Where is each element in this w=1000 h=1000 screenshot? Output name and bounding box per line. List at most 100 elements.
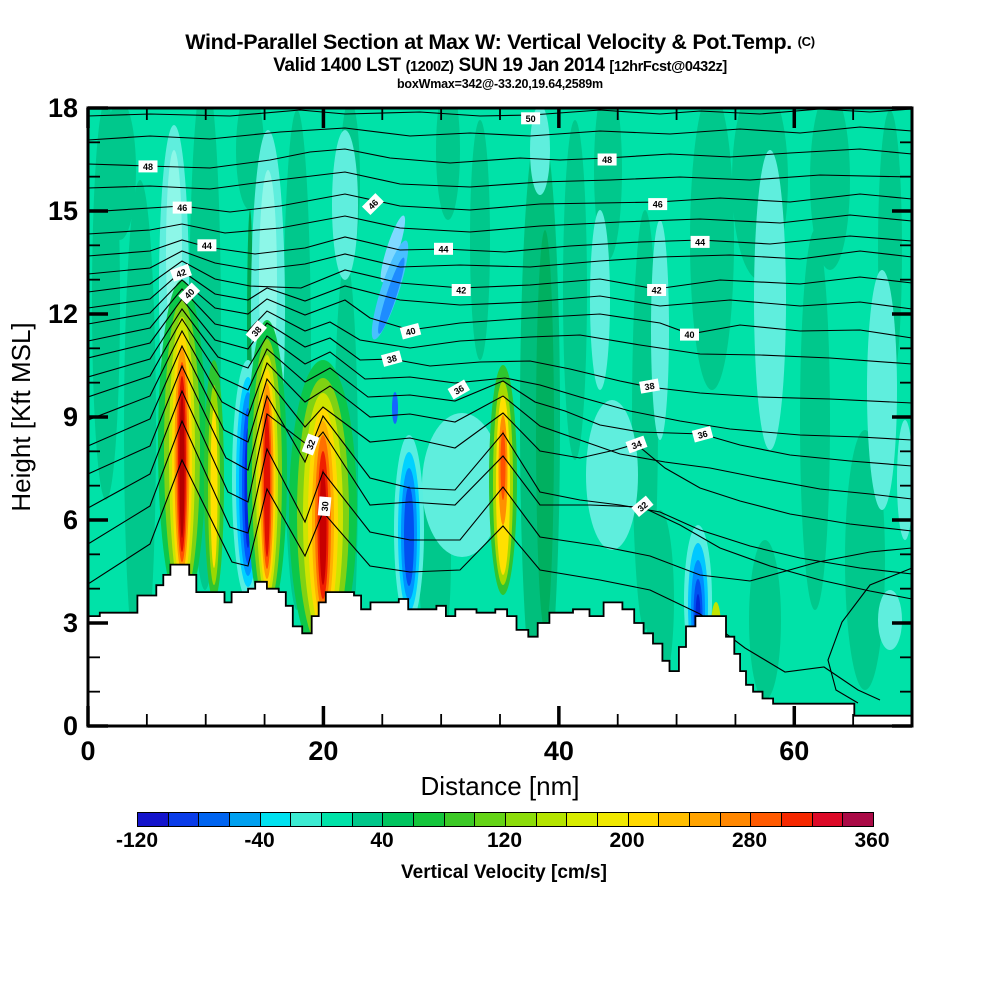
y-tick-label: 9	[63, 402, 78, 432]
contour-label: 38	[639, 378, 660, 394]
colorbar-cell	[414, 813, 445, 826]
svg-text:34: 34	[630, 439, 643, 452]
colorbar-cell	[751, 813, 783, 826]
svg-text:42: 42	[456, 286, 466, 296]
subtitle-date: SUN 19 Jan 2014	[458, 54, 605, 76]
contour-label: 46	[172, 201, 192, 214]
colorbar-cell	[782, 813, 813, 826]
svg-text:38: 38	[250, 324, 264, 338]
colorbar-cell	[720, 813, 752, 826]
colorbar-cell	[168, 813, 200, 826]
main-title: Wind-Parallel Section at Max W: Vertical…	[0, 30, 1000, 55]
colorbar-cell	[383, 813, 415, 826]
y-tick-label: 6	[63, 505, 78, 535]
colorbar-cell	[230, 813, 261, 826]
contour-label: 36	[447, 379, 471, 400]
colorbar-cell	[444, 813, 476, 826]
x-tick-label: 0	[80, 736, 95, 766]
svg-text:32: 32	[636, 500, 650, 514]
colorbar-cell	[567, 813, 599, 826]
main-title-text: Wind-Parallel Section at Max W: Vertical…	[185, 30, 792, 54]
colorbar-tick-label: 120	[486, 829, 523, 852]
y-tick-label: 18	[48, 93, 78, 123]
svg-text:32: 32	[305, 438, 318, 451]
contour-label: 44	[197, 239, 217, 252]
svg-text:44: 44	[695, 237, 705, 247]
x-tick-label: 20	[308, 736, 338, 766]
contour-label: 32	[631, 495, 654, 518]
svg-text:46: 46	[653, 200, 663, 210]
colorbar-tick-label: 360	[854, 829, 890, 852]
svg-text:38: 38	[644, 381, 656, 393]
contour-label: 46	[648, 198, 668, 211]
colorbar-cell	[659, 813, 691, 826]
svg-text:30: 30	[320, 501, 331, 512]
y-tick-label: 3	[63, 608, 78, 638]
colorbar-cell	[812, 813, 844, 826]
svg-text:48: 48	[143, 162, 153, 172]
contour-label: 34	[625, 435, 648, 454]
svg-text:36: 36	[452, 383, 466, 397]
colorbar-cell	[260, 813, 292, 826]
subtitle-valid: Valid 1400 LST	[273, 54, 401, 76]
contour-label: 46	[361, 193, 384, 216]
colorbar-cell	[628, 813, 660, 826]
contour-label: 40	[399, 322, 422, 340]
contour-label: 48	[597, 153, 617, 166]
colorbar-cell	[322, 813, 353, 826]
y-tick-label: 0	[63, 711, 78, 741]
y-tick-label: 12	[48, 299, 78, 329]
svg-text:36: 36	[696, 429, 708, 441]
contour-label: 40	[178, 282, 201, 305]
contour-label: 32	[301, 433, 320, 456]
x-tick-label: 40	[544, 736, 574, 766]
colorbar-tick-labels: -120 -40 40 120 200 280 360	[116, 829, 890, 853]
contour-label: 42	[647, 284, 667, 296]
figure-titles: Wind-Parallel Section at Max W: Vertical…	[0, 30, 1000, 91]
colorbar-cell	[291, 813, 323, 826]
isentrope-contours	[88, 108, 912, 704]
colorbar-tick-label: 200	[609, 829, 645, 852]
contour-label: 30	[317, 496, 332, 517]
contour-label: 38	[245, 320, 268, 343]
svg-text:46: 46	[177, 203, 187, 213]
colorbar-tick-label: 40	[370, 829, 394, 852]
colorbar	[137, 812, 874, 827]
colorbar-cell	[199, 813, 231, 826]
colorbar-tick-label: -40	[244, 829, 275, 852]
plot-frame	[86, 106, 914, 728]
y-axis-title: Height [Kft MSL]	[6, 322, 36, 511]
updraft-plume-8nm	[158, 280, 206, 610]
colorbar-cell	[598, 813, 629, 826]
colorbar-tick-label: -120	[115, 829, 159, 852]
colorbar-tick-label: 280	[731, 829, 768, 852]
colorbar-caption: Vertical Velocity [cm/s]	[401, 862, 607, 883]
contour-label: 42	[170, 263, 192, 282]
downdraft-27nm	[394, 435, 424, 625]
x-axis-title: Distance [nm]	[421, 771, 580, 801]
subtitle-fcst: [12hrFcst@0432z]	[609, 58, 727, 75]
contour-label: 36	[691, 425, 714, 443]
contour-labels: 50 48 48 46 46 46 44 44 44 42 42 42 40 40 40 38 38 38 36 36…	[138, 112, 714, 518]
colorbar-cell	[690, 813, 721, 826]
main-title-unit: (C)	[797, 34, 815, 49]
contour-label: 38	[380, 350, 403, 367]
x-tick-label: 60	[779, 736, 809, 766]
subtitle-annotation: boxWmax=342@-33.20,19.64,2589m	[397, 76, 603, 91]
svg-text:42: 42	[175, 267, 188, 280]
contour-label: 48	[138, 160, 158, 173]
colorbar-cell	[536, 813, 568, 826]
updraft-plume-15nm	[247, 320, 287, 620]
colorbar-cell	[475, 813, 507, 826]
svg-text:48: 48	[602, 155, 612, 165]
colorbar-cell	[506, 813, 537, 826]
svg-text:42: 42	[652, 286, 662, 296]
subtitle-zulu: (1200Z)	[405, 58, 454, 75]
svg-text:44: 44	[438, 244, 448, 254]
y-tick-label: 15	[48, 196, 78, 226]
svg-text:40: 40	[684, 330, 694, 340]
svg-text:38: 38	[386, 353, 398, 365]
